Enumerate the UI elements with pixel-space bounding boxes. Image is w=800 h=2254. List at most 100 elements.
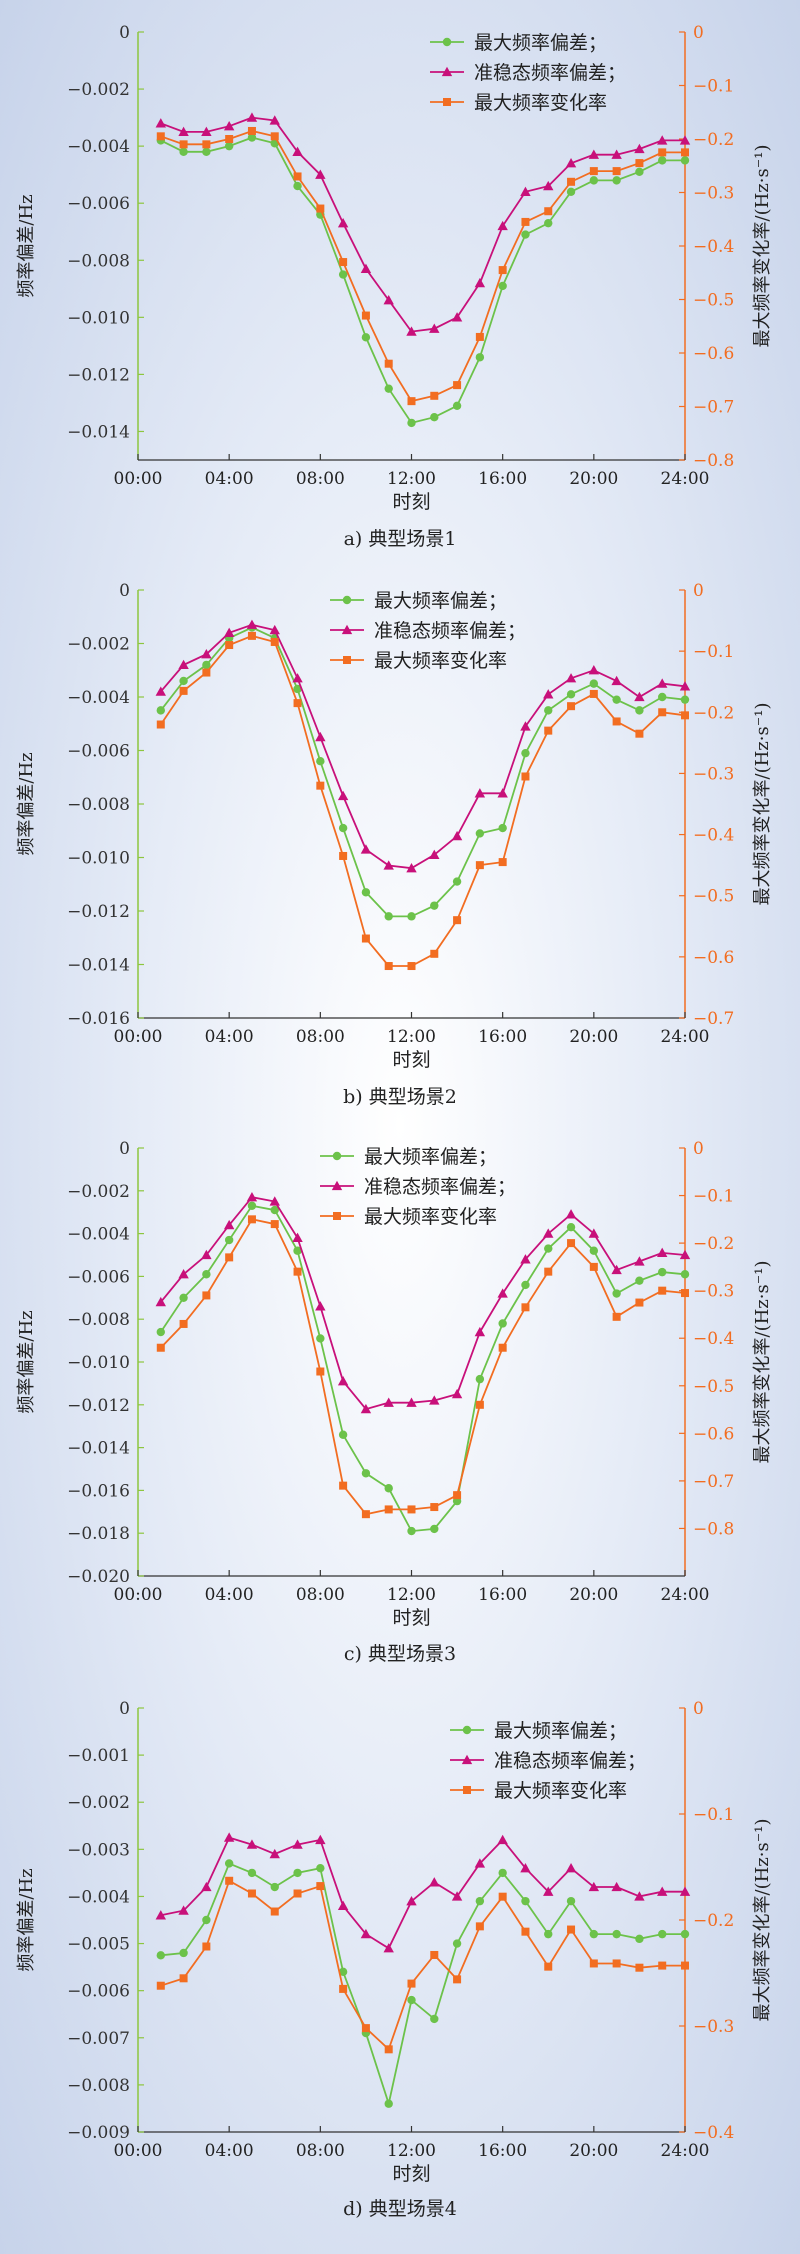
data-point — [680, 695, 690, 704]
data-point — [681, 711, 689, 720]
left-y-tick-label: −0.014 — [67, 1439, 130, 1459]
data-point — [635, 1276, 644, 1285]
data-point — [383, 1397, 394, 1407]
data-point — [384, 1484, 393, 1493]
left-y-tick-label: −0.010 — [67, 1353, 130, 1373]
data-point — [269, 115, 280, 125]
data-point — [497, 220, 508, 231]
left-y-axis-label: 频率偏差/Hz — [16, 1868, 37, 1971]
data-point — [225, 1253, 234, 1262]
left-y-tick-label: −0.012 — [67, 365, 130, 385]
data-point — [634, 691, 645, 702]
data-point — [247, 126, 256, 135]
data-point — [155, 686, 166, 696]
data-point — [497, 788, 508, 798]
data-point — [247, 1201, 257, 1210]
data-point — [315, 731, 326, 742]
data-point — [612, 1312, 621, 1321]
legend-marker-3 — [343, 656, 351, 664]
data-point — [453, 1975, 462, 1984]
series-line-2 — [160, 1836, 685, 1950]
data-point — [543, 1886, 554, 1896]
data-point — [611, 1881, 622, 1892]
data-point — [475, 332, 484, 341]
data-point — [337, 1376, 349, 1386]
data-point — [588, 1881, 600, 1892]
data-point — [566, 1222, 576, 1232]
data-point — [611, 149, 622, 159]
data-point — [337, 217, 349, 228]
data-point — [612, 1959, 621, 1968]
data-point — [611, 675, 622, 686]
data-point — [521, 1927, 530, 1936]
x-tick-label: 16:00 — [478, 2141, 527, 2161]
right-y-tick-label: 0 — [693, 581, 704, 601]
left-y-tick-label: −0.018 — [67, 1524, 130, 1544]
data-point — [361, 333, 371, 342]
data-point — [612, 176, 621, 185]
data-point — [179, 147, 188, 157]
data-point — [179, 1293, 188, 1303]
data-point — [292, 146, 303, 156]
data-point — [635, 706, 644, 715]
data-point — [338, 823, 348, 833]
left-y-axis-label: 频率偏差/Hz — [16, 752, 37, 855]
data-point — [520, 1254, 531, 1264]
data-point — [338, 1430, 348, 1439]
data-point — [567, 702, 576, 711]
data-point — [452, 1939, 462, 1948]
panel-caption: d) 典型场景4 — [343, 2198, 457, 2220]
data-point — [293, 699, 302, 708]
data-point — [567, 1239, 576, 1248]
data-point — [383, 1943, 394, 1953]
x-tick-label: 12:00 — [387, 469, 436, 489]
data-point — [202, 668, 211, 677]
data-point — [452, 401, 462, 410]
data-point — [565, 158, 577, 168]
data-point — [658, 1286, 667, 1295]
data-point — [475, 1374, 485, 1384]
data-point — [315, 169, 326, 179]
data-point — [680, 1270, 690, 1279]
data-point — [544, 218, 553, 228]
data-point — [657, 1886, 668, 1896]
data-point — [406, 1895, 417, 1906]
data-point — [658, 708, 667, 717]
right-y-tick-label: −0.3 — [693, 184, 734, 204]
data-point — [337, 790, 349, 801]
data-point — [521, 217, 530, 226]
data-point — [156, 1981, 165, 1990]
left-y-tick-label: −0.002 — [67, 635, 130, 655]
data-point — [453, 1491, 462, 1500]
x-tick-label: 04:00 — [205, 2141, 254, 2161]
series-line-3 — [160, 634, 686, 967]
data-point — [270, 1205, 279, 1215]
data-point — [589, 1246, 599, 1255]
right-y-axis-label: 最大频率变化率/(Hz·s⁻¹) — [752, 1819, 773, 2022]
data-point — [543, 180, 554, 191]
data-point — [202, 1915, 211, 1925]
left-y-tick-label: −0.010 — [67, 308, 130, 328]
data-point — [657, 1247, 668, 1258]
data-point — [565, 1862, 577, 1873]
data-point — [269, 624, 280, 635]
x-tick-label: 24:00 — [661, 2141, 710, 2161]
data-point — [156, 720, 165, 729]
x-tick-label: 20:00 — [569, 2141, 618, 2161]
data-point — [155, 1296, 166, 1307]
legend-label-3: 最大频率变化率 — [364, 1206, 497, 1228]
data-point — [337, 1900, 349, 1911]
legend-marker-2 — [331, 1180, 343, 1191]
legend-marker-2 — [341, 624, 353, 635]
left-y-tick-label: −0.008 — [67, 2076, 130, 2096]
data-point — [567, 1925, 576, 1934]
right-y-tick-label: −0.3 — [693, 2017, 734, 2037]
right-y-tick-label: −0.6 — [693, 344, 734, 364]
data-point — [361, 311, 370, 320]
data-point — [361, 1469, 371, 1478]
data-point — [292, 673, 303, 683]
left-y-tick-label: −0.006 — [67, 1267, 130, 1287]
x-tick-label: 08:00 — [296, 1027, 345, 1047]
series-line-2 — [160, 1196, 686, 1411]
data-point — [406, 326, 417, 336]
